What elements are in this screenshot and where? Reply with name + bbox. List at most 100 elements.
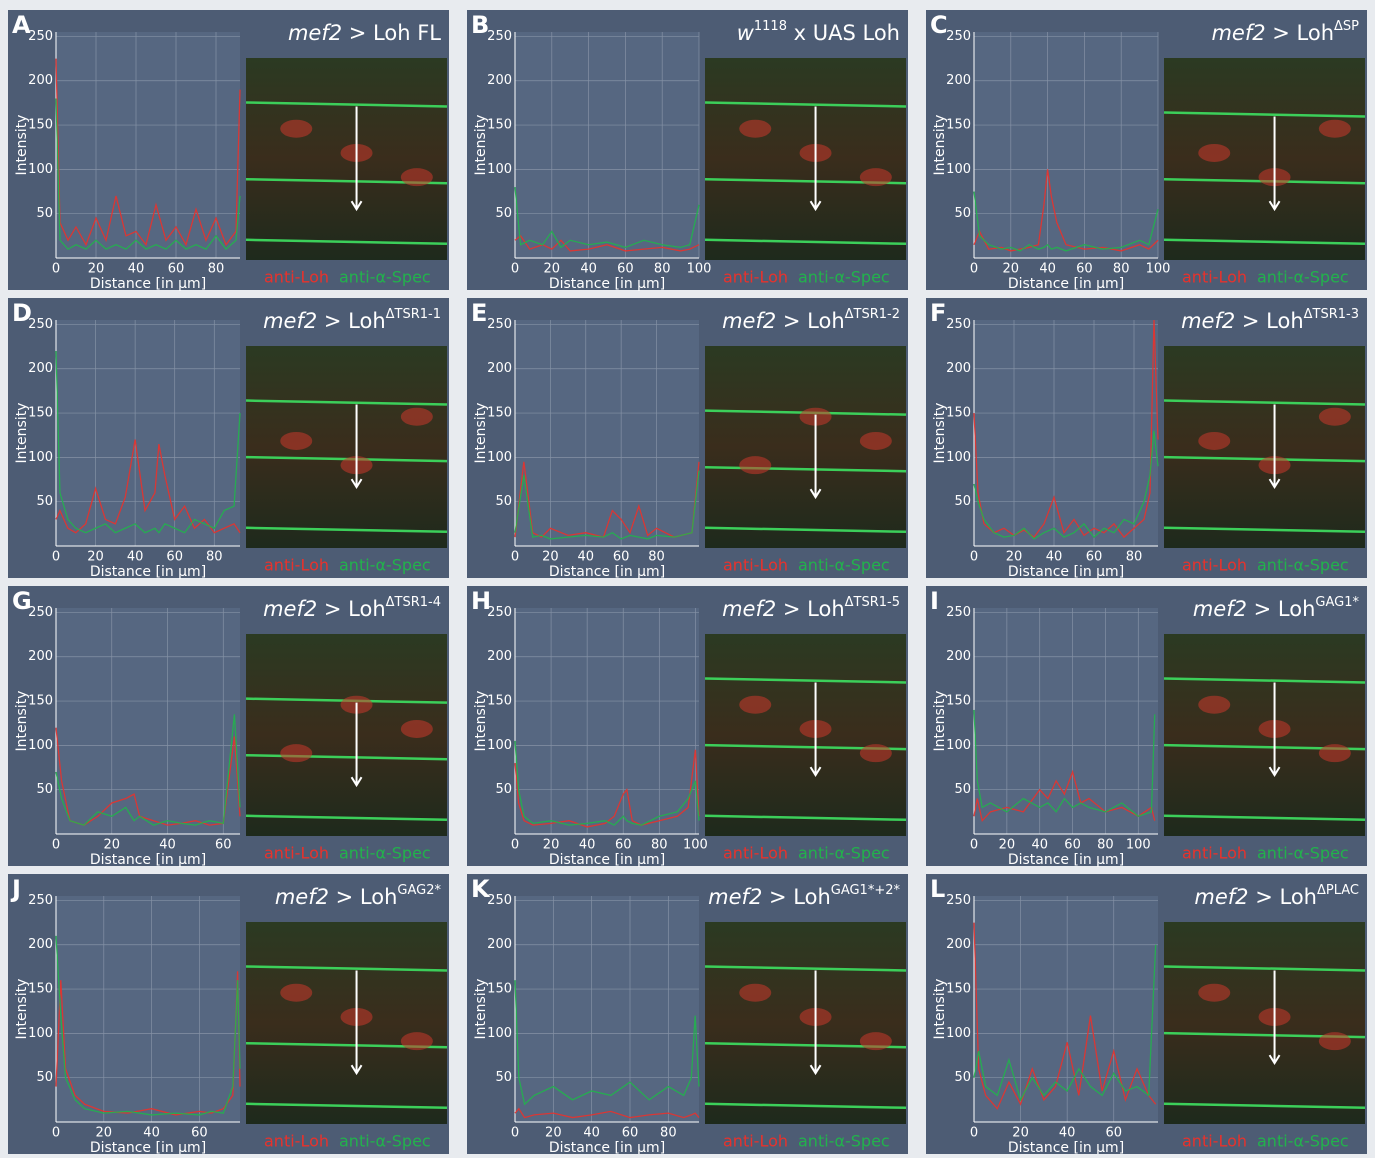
y-tick-label: 250	[946, 29, 971, 44]
title-part: 1118	[754, 19, 787, 34]
plot-area	[974, 320, 1158, 546]
x-tick-label: 20	[103, 838, 120, 853]
panel-label: C	[930, 11, 948, 39]
red-signal	[860, 744, 892, 762]
y-tick-label: 100	[487, 162, 512, 177]
panel-title: mef2 > Loh FL	[288, 21, 441, 45]
x-tick-label: 60	[215, 838, 232, 853]
y-tick-label: 150	[946, 694, 971, 709]
y-tick-label: 150	[946, 982, 971, 997]
x-tick-label: 20	[543, 838, 560, 853]
title-part: > Loh	[1249, 885, 1317, 909]
legend-entry: anti-Loh	[723, 1132, 788, 1151]
panel-label: H	[471, 587, 491, 615]
x-axis-label: Distance [in µm]	[549, 564, 665, 580]
y-tick-label: 100	[946, 162, 971, 177]
x-tick-label: 80	[208, 262, 225, 277]
red-signal	[1319, 744, 1351, 762]
x-axis-label: Distance [in µm]	[90, 276, 206, 292]
y-tick-label: 50	[495, 782, 512, 797]
y-tick-label: 200	[487, 649, 512, 664]
title-part: ΔTSR1-4	[386, 595, 441, 610]
panel: 50100150200250020406080Distance [in µm]I…	[8, 298, 449, 580]
panel: 50100150200250020406080100Distance [in µ…	[467, 586, 908, 868]
y-tick-label: 100	[28, 738, 53, 753]
y-axis-label: Intensity	[14, 691, 30, 752]
y-tick-label: 250	[28, 893, 53, 908]
title-part: mef2	[708, 885, 762, 909]
x-tick-label: 80	[651, 838, 668, 853]
panel-label: E	[471, 299, 487, 327]
title-part: > Loh	[776, 597, 844, 621]
y-axis-label: Intensity	[14, 979, 30, 1040]
legend-entry: anti-Loh	[264, 1132, 329, 1151]
x-tick-label: 60	[617, 262, 634, 277]
y-tick-label: 150	[487, 982, 512, 997]
title-part: GAG2*	[397, 883, 441, 898]
x-tick-label: 40	[577, 550, 594, 565]
x-tick-label: 0	[52, 262, 60, 277]
plot-area	[515, 608, 699, 834]
red-signal	[280, 120, 312, 138]
x-tick-label: 20	[544, 262, 561, 277]
legend-entry: anti-α-Spec	[339, 268, 431, 287]
title-part: GAG1*	[1315, 595, 1359, 610]
micrograph	[246, 346, 447, 548]
y-tick-label: 150	[487, 118, 512, 133]
panel: 50100150200250020406080100Distance [in µ…	[926, 586, 1367, 868]
y-tick-label: 250	[946, 317, 971, 332]
panel: 501001502002500204060Distance [in µm]Int…	[8, 586, 449, 868]
red-signal	[280, 744, 312, 762]
red-signal	[739, 696, 771, 714]
x-tick-label: 20	[999, 838, 1016, 853]
page: {"chart_data": [ {"type": "line", "panel…	[0, 0, 1375, 1158]
x-tick-label: 0	[511, 1126, 519, 1141]
x-axis-label: Distance [in µm]	[1008, 276, 1124, 292]
legend-entry: anti-Loh	[264, 556, 329, 575]
micrograph	[1164, 346, 1365, 548]
legend-entry: anti-Loh	[1182, 268, 1247, 287]
red-signal	[1198, 432, 1230, 450]
title-part: > Loh FL	[342, 21, 441, 45]
x-tick-label: 0	[511, 838, 519, 853]
title-part: > Loh	[1235, 309, 1303, 333]
x-tick-label: 0	[52, 550, 60, 565]
legend-entry: anti-α-Spec	[798, 268, 890, 287]
red-signal	[1319, 408, 1351, 426]
title-part: ΔTSR1-3	[1304, 307, 1359, 322]
x-tick-label: 0	[970, 838, 978, 853]
y-tick-label: 150	[28, 118, 53, 133]
x-tick-label: 60	[613, 550, 630, 565]
x-tick-label: 0	[52, 1126, 60, 1141]
x-tick-label: 60	[1076, 262, 1093, 277]
x-tick-label: 20	[88, 262, 105, 277]
panel: 50100150200250020406080100Distance [in µ…	[467, 10, 908, 292]
panel-label: F	[930, 299, 946, 327]
y-tick-label: 250	[28, 605, 53, 620]
red-signal	[1319, 1032, 1351, 1050]
y-tick-label: 100	[946, 450, 971, 465]
y-tick-label: 100	[487, 1026, 512, 1041]
red-signal	[401, 720, 433, 738]
title-part: mef2	[288, 21, 342, 45]
y-tick-label: 250	[28, 29, 53, 44]
panel-label: K	[471, 875, 491, 903]
legend-entry: anti-Loh	[723, 268, 788, 287]
legend-entry: anti-Loh	[1182, 1132, 1247, 1151]
y-tick-label: 200	[28, 937, 53, 952]
x-tick-label: 100	[1126, 838, 1151, 853]
y-axis-label: Intensity	[932, 691, 948, 752]
y-axis-label: Intensity	[473, 691, 489, 752]
y-tick-label: 150	[28, 982, 53, 997]
x-tick-label: 60	[1105, 1126, 1122, 1141]
y-tick-label: 100	[487, 450, 512, 465]
y-tick-label: 100	[28, 162, 53, 177]
y-tick-label: 200	[28, 649, 53, 664]
red-signal	[739, 984, 771, 1002]
title-part: > Loh	[317, 309, 385, 333]
panel: 50100150200250020406080Distance [in µm]I…	[8, 10, 449, 292]
panel: 50100150200250020406080Distance [in µm]I…	[926, 298, 1367, 580]
y-tick-label: 50	[495, 1070, 512, 1085]
legend-entry: anti-α-Spec	[798, 1132, 890, 1151]
x-tick-label: 20	[1003, 262, 1020, 277]
